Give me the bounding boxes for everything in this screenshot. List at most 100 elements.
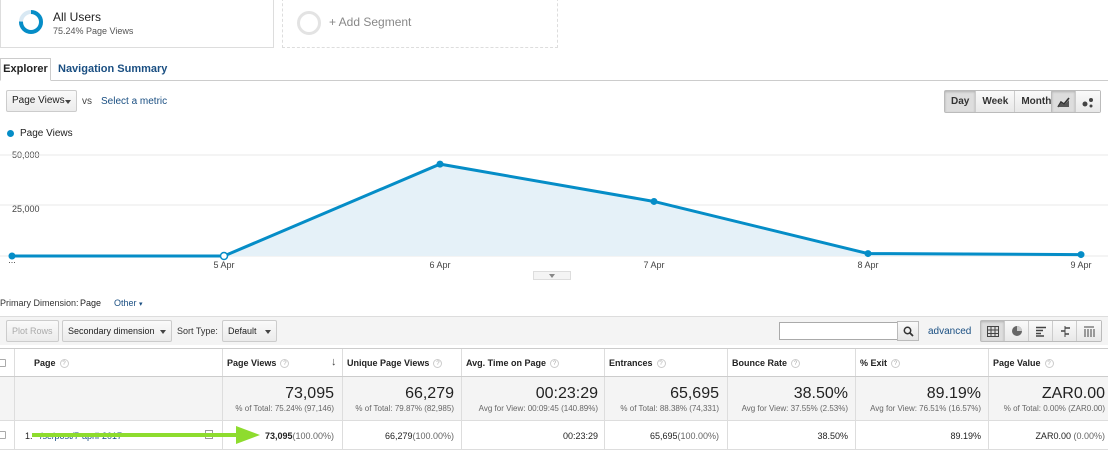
chevron-down-icon [65, 100, 71, 104]
chevron-down-icon [549, 274, 555, 278]
x-tick-label: 5 Apr [213, 260, 235, 270]
motion-chart-icon[interactable] [1076, 91, 1100, 112]
total-unique: 66,279 [405, 385, 454, 402]
tab-explorer[interactable]: Explorer [0, 58, 51, 81]
metric-select[interactable]: Page Views [6, 90, 77, 112]
row-page-views-value: 73,095 [264, 431, 293, 441]
row-value-value: ZAR0.00 [1035, 431, 1071, 441]
add-segment-label: + Add Segment [329, 15, 412, 29]
column-divider [604, 421, 605, 449]
select-metric-link[interactable]: Select a metric [101, 96, 168, 107]
total-avg-time: 00:23:29 [535, 385, 598, 402]
comparison-view-icon[interactable] [1053, 321, 1077, 341]
header-divider [342, 349, 343, 376]
data-point[interactable] [1077, 251, 1085, 259]
performance-view-icon[interactable] [1029, 321, 1053, 341]
column-divider [14, 377, 15, 420]
search-button[interactable] [897, 321, 919, 341]
series-line [12, 162, 1082, 258]
chevron-down-icon: ▾ [139, 301, 143, 308]
header-page[interactable]: Page? [34, 358, 69, 369]
row-exit: 89.19% [950, 431, 981, 441]
line-chart-icon[interactable] [1052, 91, 1076, 112]
total-bounce-detail: Avg for View: 37.55% (2.53%) [741, 404, 848, 413]
help-icon: ? [59, 359, 69, 369]
data-point[interactable] [436, 160, 444, 168]
x-tick-label: ... [8, 255, 16, 265]
annotation-arrow [32, 426, 260, 444]
legend-label: Page Views [20, 128, 73, 139]
segment-title: All Users [53, 10, 102, 24]
data-point[interactable] [650, 197, 658, 205]
column-divider [727, 377, 728, 420]
pie-view-icon[interactable] [1005, 321, 1029, 341]
total-value-detail: % of Total: 0.00% (ZAR0.00) [1003, 404, 1105, 413]
row-value-pct: (0.00%) [1073, 431, 1105, 441]
total-unique-detail: % of Total: 79.87% (82,985) [355, 404, 454, 413]
x-tick-label: 6 Apr [429, 260, 451, 270]
header-divider [604, 349, 605, 376]
data-point[interactable] [864, 250, 872, 258]
plot-rows-button[interactable]: Plot Rows [6, 320, 59, 342]
table-view-icon[interactable] [981, 321, 1005, 341]
x-tick-label: 7 Apr [643, 260, 665, 270]
header-exit[interactable]: % Exit? [860, 358, 901, 369]
primary-dimension-other[interactable]: Other ▾ [114, 298, 143, 308]
row-entrances-value: 65,695 [649, 431, 678, 441]
x-tick-label: 9 Apr [1070, 260, 1092, 270]
column-divider [855, 377, 856, 420]
sort-descending-icon[interactable]: ↓ [331, 356, 337, 368]
header-avg-time[interactable]: Avg. Time on Page? [466, 358, 560, 369]
header-divider [988, 349, 989, 376]
total-exit: 89.19% [926, 385, 981, 402]
total-entrances-detail: % of Total: 88.38% (74,331) [620, 404, 719, 413]
pivot-view-icon[interactable] [1077, 321, 1101, 341]
help-icon: ? [433, 359, 443, 369]
sort-type-select[interactable]: Default [222, 320, 277, 342]
total-entrances: 65,695 [670, 385, 719, 402]
chart-type-toggle [1051, 90, 1101, 113]
area-fill [12, 164, 1081, 256]
table-totals-row: 73,095 % of Total: 75.24% (97,146) 66,27… [0, 377, 1108, 421]
y-tick-label: 25,000 [12, 204, 40, 214]
help-icon: ? [791, 359, 801, 369]
chevron-down-icon [265, 330, 271, 334]
row-checkbox[interactable] [0, 431, 6, 439]
row-unique: 66,279(100.00%) [342, 431, 454, 441]
table-toolbar [0, 316, 1108, 345]
header-unique-page-views[interactable]: Unique Page Views? [347, 358, 443, 369]
data-point[interactable] [219, 251, 229, 261]
advanced-filter-link[interactable]: advanced [928, 326, 972, 337]
row-value: ZAR0.00 (0.00%) [988, 431, 1105, 441]
total-avg-time-detail: Avg for View: 00:09:45 (140.89%) [478, 404, 598, 413]
segment-subtitle: 75.24% Page Views [53, 26, 134, 36]
row-index: 1. [25, 431, 33, 441]
tab-navigation-summary[interactable]: Navigation Summary [58, 63, 168, 75]
column-divider [342, 377, 343, 420]
header-entrances-label: Entrances [609, 358, 653, 368]
chart-resize-handle[interactable] [533, 271, 571, 280]
day-button[interactable]: Day [945, 91, 977, 112]
help-icon: ? [891, 359, 901, 369]
column-divider [988, 377, 989, 420]
row-entrances: 65,695(100.00%) [604, 431, 719, 441]
primary-dimension-page[interactable]: Page [80, 298, 102, 308]
header-bounce-rate[interactable]: Bounce Rate? [732, 358, 801, 369]
segment-all-users[interactable]: All Users 75.24% Page Views [0, 0, 274, 48]
add-segment-button[interactable]: + Add Segment [282, 0, 558, 48]
data-point[interactable] [8, 252, 16, 260]
week-button[interactable]: Week [976, 91, 1016, 112]
chevron-down-icon [160, 330, 166, 334]
header-page-label: Page [34, 358, 56, 368]
secondary-dimension-select[interactable]: Secondary dimension [62, 320, 172, 342]
other-label: Other [114, 298, 137, 308]
column-divider [461, 421, 462, 449]
secondary-dimension-label: Secondary dimension [68, 326, 155, 336]
month-button[interactable]: Month [1015, 91, 1058, 112]
table-search-input[interactable] [779, 322, 898, 340]
header-page-views[interactable]: Page Views? [227, 358, 290, 369]
header-entrances[interactable]: Entrances? [609, 358, 666, 369]
header-page-value[interactable]: Page Value? [993, 358, 1054, 369]
total-exit-detail: Avg for View: 76.51% (16.57%) [870, 404, 981, 413]
header-checkbox[interactable] [0, 359, 6, 367]
